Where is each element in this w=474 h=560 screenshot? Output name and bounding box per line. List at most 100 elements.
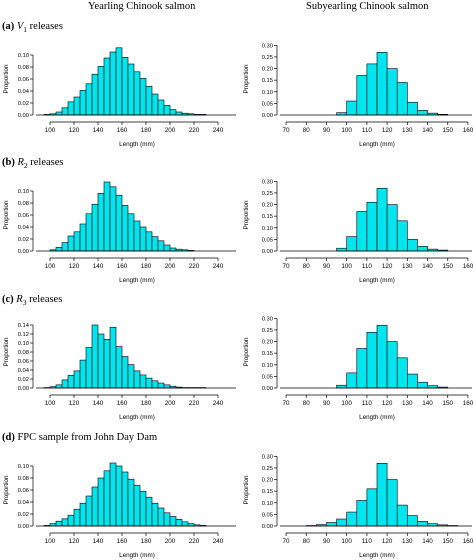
row-text: releases [26, 294, 63, 305]
histogram-bar [151, 502, 159, 527]
y-tick-label: 0.06 [18, 77, 29, 83]
x-tick-label: 70 [283, 400, 291, 407]
x-tick-label: 110 [362, 400, 373, 407]
histogram-bar [115, 346, 123, 389]
row-subscript: 3 [22, 298, 27, 308]
histogram-bar [103, 57, 111, 116]
histogram-b-yearling: 0.00 0.02 0.04 0.06 0.08 0.10 Proportion 100 120… [3, 181, 236, 284]
histogram-bar [169, 516, 177, 527]
histogram-bar [386, 68, 398, 116]
y-axis-label: Proportion [243, 64, 250, 94]
y-tick-label: 0.12 [18, 332, 29, 338]
x-tick-label: 90 [323, 127, 331, 134]
y-axis-label: Proportion [243, 475, 250, 505]
y-tick-label: 0.25 [262, 191, 273, 197]
histogram-bar [85, 495, 93, 527]
histogram-bar [157, 507, 165, 527]
histogram-bar [376, 462, 388, 527]
x-tick-label: 120 [69, 538, 80, 545]
x-tick-label: 200 [165, 127, 176, 134]
y-tick-label: 0.20 [262, 478, 273, 484]
histogram-bar [169, 109, 177, 116]
y-tick-label: 0.10 [18, 53, 29, 59]
x-tick-label: 160 [463, 538, 474, 545]
histogram-bar [97, 193, 105, 252]
histogram-bar [97, 477, 105, 527]
y-tick-label: 0.30 [262, 316, 273, 322]
y-tick-label: 0.25 [262, 466, 273, 472]
y-tick-label: 0.06 [18, 359, 29, 365]
y-tick-label: 0.10 [18, 189, 29, 195]
y-tick-label: 0.02 [18, 377, 29, 383]
histogram-a-yearling: 0.00 0.02 0.04 0.06 0.08 0.10 Proportion 100 120… [3, 47, 236, 148]
histogram-bar [133, 370, 141, 389]
x-tick-label: 220 [189, 400, 200, 407]
histogram-bar [67, 235, 75, 252]
histogram-bar [366, 331, 378, 389]
y-axis-label: Proportion [3, 475, 10, 505]
histogram-bar [67, 514, 75, 527]
y-tick-label: 0.10 [262, 501, 273, 507]
histogram-bar [133, 484, 141, 527]
x-tick-label: 140 [93, 538, 104, 545]
x-tick-label: 100 [341, 538, 352, 545]
x-axis-label: Length (mm) [359, 552, 395, 559]
x-tick-label: 90 [323, 538, 331, 545]
x-tick-label: 140 [93, 263, 104, 270]
y-tick-label: 0.10 [262, 226, 273, 232]
x-tick-label: 130 [402, 127, 413, 134]
y-tick-label: 0.08 [18, 476, 29, 482]
histogram-bar [366, 201, 378, 252]
y-tick-label: 0.30 [262, 43, 273, 49]
x-tick-label: 130 [402, 263, 413, 270]
x-tick-label: 100 [45, 538, 56, 545]
row-label-c: (c) R3 releases [2, 294, 62, 307]
x-tick-label: 80 [303, 538, 311, 545]
histogram-bar [163, 105, 171, 116]
y-tick-label: 0.05 [262, 237, 273, 243]
x-tick-label: 100 [341, 400, 352, 407]
x-tick-label: 160 [117, 127, 128, 134]
x-tick-label: 140 [422, 400, 433, 407]
y-tick-label: 0.08 [18, 350, 29, 356]
x-tick-label: 240 [213, 127, 224, 134]
y-tick-label: 0.04 [18, 368, 30, 374]
x-tick-label: 80 [303, 263, 311, 270]
histogram-bar [396, 504, 408, 527]
histogram-c-yearling: 0.00 0.02 0.04 0.06 0.08 0.10 0.12 0.14 Proporti… [3, 323, 236, 421]
x-tick-label: 90 [323, 400, 331, 407]
x-tick-label: 100 [45, 263, 56, 270]
y-axis-label: Proportion [3, 200, 10, 230]
histogram-bar [417, 381, 428, 389]
y-tick-label: 0.15 [262, 214, 273, 220]
histogram-bar [109, 326, 117, 389]
row-tag: (a) [2, 21, 15, 32]
histogram-bar [346, 372, 358, 389]
histogram-bar [407, 515, 418, 527]
histogram-bar [97, 333, 105, 389]
histogram-bar [157, 240, 165, 252]
histogram-c-subyearling: 0.00 0.05 0.10 0.15 0.20 0.25 0.30 Proportion 70… [243, 316, 474, 421]
y-tick-label: 0.10 [262, 363, 273, 369]
histogram-bar [346, 511, 358, 527]
row-symbol: V [16, 21, 24, 32]
x-tick-label: 110 [362, 263, 373, 270]
histogram-bar [175, 519, 183, 527]
x-tick-label: 140 [422, 538, 433, 545]
histogram-bar [91, 324, 99, 389]
histogram-bar [127, 478, 135, 527]
histogram-bar [356, 500, 368, 527]
x-tick-label: 150 [442, 400, 453, 407]
x-tick-label: 180 [141, 538, 152, 545]
histogram-bar [346, 236, 358, 252]
histogram-bar [55, 384, 63, 389]
y-axis-label: Proportion [243, 200, 250, 230]
histogram-bar [127, 213, 135, 252]
histogram-bar [407, 373, 418, 389]
histogram-bar [356, 211, 368, 252]
histogram-bar [79, 223, 87, 252]
histogram-bar [139, 226, 147, 252]
histogram-bar [181, 521, 189, 527]
x-tick-label: 160 [463, 400, 474, 407]
x-tick-label: 70 [283, 127, 291, 134]
